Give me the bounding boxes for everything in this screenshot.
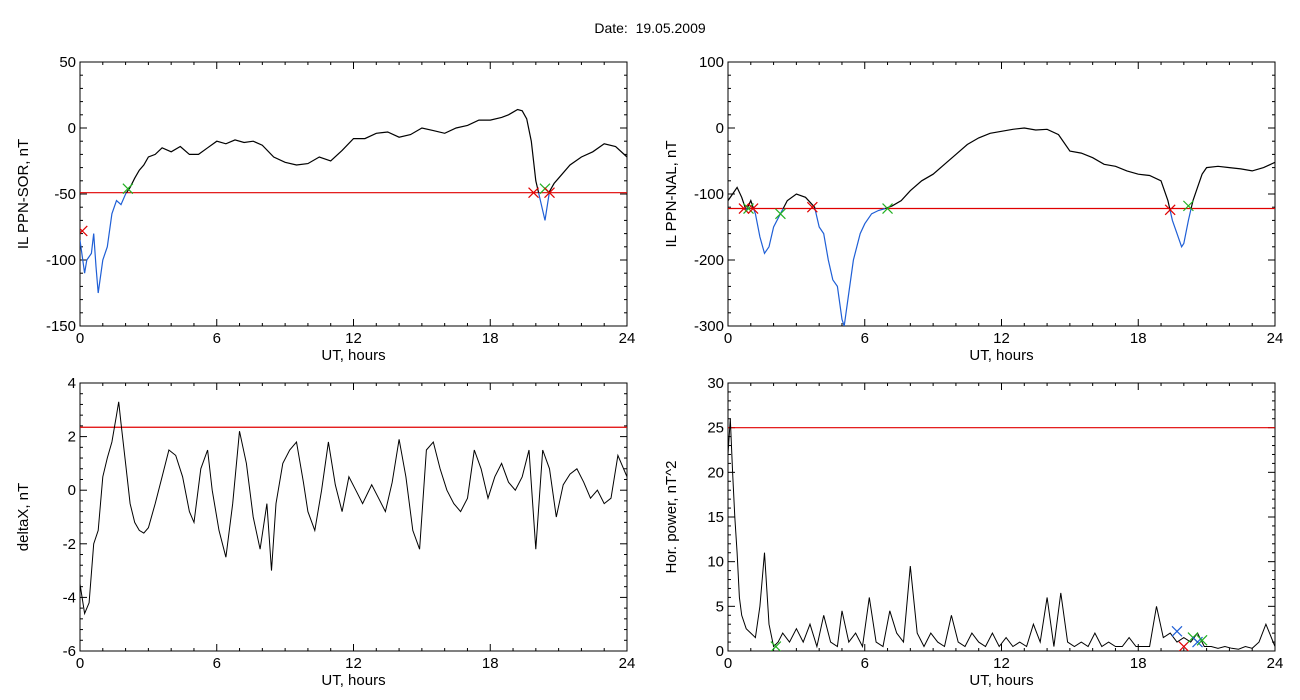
series-line — [80, 401, 627, 616]
y-tick-label: 0 — [68, 482, 76, 499]
x-tick-label: 18 — [1130, 655, 1147, 672]
y-tick-label: 100 — [699, 54, 724, 71]
y-tick-label: -50 — [54, 186, 76, 203]
date-value: 19.05.2009 — [635, 20, 706, 36]
crossing-marker — [743, 203, 754, 214]
series-line — [782, 193, 816, 209]
plot-frame — [727, 61, 1276, 327]
y-tick-label: -6 — [63, 643, 76, 660]
x-tick-label: 12 — [993, 330, 1010, 347]
y-tick-label: 0 — [716, 643, 724, 660]
y-tick-label: -100 — [694, 186, 724, 203]
y-tick-label: 0 — [716, 120, 724, 137]
x-tick-label: 0 — [724, 655, 732, 672]
x-axis-label: UT, hours — [321, 672, 385, 689]
crossing-marker — [1171, 625, 1183, 637]
y-axis-label: IL PPN-NAL, nT — [663, 141, 680, 248]
series-line — [728, 418, 1275, 650]
y-tick-label: 0 — [68, 120, 76, 137]
series-line — [728, 186, 747, 209]
crossing-marker — [1178, 641, 1190, 651]
plot-frame — [79, 61, 628, 327]
x-axis-label: UT, hours — [321, 347, 385, 364]
x-tick-label: 24 — [619, 655, 636, 672]
chart-panel-2: 0 6 12 18 24 -300 -200 -100 0 100 UT, hours IL PPN-… — [663, 54, 1283, 364]
y-tick-label: -150 — [46, 318, 76, 335]
series-line — [126, 108, 540, 194]
x-tick-label: 0 — [724, 330, 732, 347]
date-label: Date: — [594, 20, 628, 36]
x-tick-label: 24 — [1267, 330, 1284, 347]
x-tick-label: 12 — [345, 330, 362, 347]
x-tick-label: 0 — [76, 655, 84, 672]
x-tick-label: 0 — [76, 330, 84, 347]
series-line-below-threshold — [814, 207, 886, 326]
x-tick-label: 18 — [482, 655, 499, 672]
crossing-marker — [774, 208, 786, 220]
chart-panel-1: 0 6 12 18 24 -150 -100 -50 0 50 UT, hours IL PPN-SO… — [15, 54, 635, 364]
series-line — [885, 127, 1171, 210]
crossing-marker — [122, 183, 134, 195]
series-line-below-threshold — [1169, 208, 1192, 249]
plot-frame — [79, 382, 628, 652]
plot-frame — [727, 382, 1276, 652]
y-tick-label: 2 — [68, 429, 76, 446]
y-tick-label: 25 — [707, 420, 724, 437]
x-tick-label: 6 — [861, 655, 869, 672]
series-line-below-threshold — [752, 208, 784, 255]
crossing-marker — [80, 225, 88, 237]
x-tick-label: 18 — [1130, 330, 1147, 347]
y-tick-label: 4 — [68, 375, 76, 392]
x-tick-label: 12 — [345, 655, 362, 672]
x-axis-label: UT, hours — [969, 672, 1033, 689]
series-line — [1190, 161, 1275, 209]
chart-date-title: Date: 19.05.2009 — [0, 20, 1300, 36]
y-tick-label: -2 — [63, 536, 76, 553]
series-line-below-threshold — [538, 192, 550, 221]
x-tick-label: 6 — [213, 330, 221, 347]
chart-panel-4: 0 6 12 18 24 0 5 10 15 20 25 30 UT, hours Hor. power,… — [663, 375, 1283, 689]
plot-data-layer — [728, 418, 1275, 651]
x-axis-label: UT, hours — [969, 347, 1033, 364]
x-tick-label: 18 — [482, 330, 499, 347]
x-tick-label: 24 — [619, 330, 636, 347]
crossing-marker — [528, 187, 539, 199]
y-tick-label: 20 — [707, 464, 724, 481]
crossing-marker — [806, 201, 818, 213]
y-tick-label: -100 — [46, 252, 76, 269]
x-tick-label: 24 — [1267, 655, 1284, 672]
y-axis-label: deltaX, nT — [15, 483, 32, 551]
plot-data-layer — [728, 127, 1275, 326]
plot-data-layer — [80, 401, 627, 616]
y-tick-label: 15 — [707, 509, 724, 526]
crossing-marker — [770, 641, 782, 651]
x-tick-label: 6 — [213, 655, 221, 672]
series-line — [746, 198, 755, 209]
y-tick-label: -4 — [63, 589, 76, 606]
crossing-marker — [1196, 634, 1208, 646]
crossing-marker — [738, 203, 750, 214]
crossing-marker — [882, 203, 893, 214]
series-line-below-threshold — [80, 192, 127, 294]
series-line — [548, 143, 627, 193]
plot-data-layer — [80, 108, 627, 294]
x-tick-label: 12 — [993, 655, 1010, 672]
y-tick-label: 50 — [59, 54, 76, 71]
x-tick-label: 6 — [861, 330, 869, 347]
y-tick-label: 5 — [716, 598, 724, 615]
crossing-marker — [544, 187, 555, 199]
crossing-marker — [1164, 204, 1176, 216]
y-tick-label: 30 — [707, 375, 724, 392]
crossing-marker — [1182, 200, 1194, 212]
y-tick-label: -200 — [694, 252, 724, 269]
y-tick-label: -300 — [694, 318, 724, 335]
y-tick-label: 10 — [707, 554, 724, 571]
y-axis-label: Hor. power, nT^2 — [663, 461, 680, 574]
crossing-marker — [747, 203, 759, 214]
y-axis-label: IL PPN-SOR, nT — [15, 139, 32, 249]
